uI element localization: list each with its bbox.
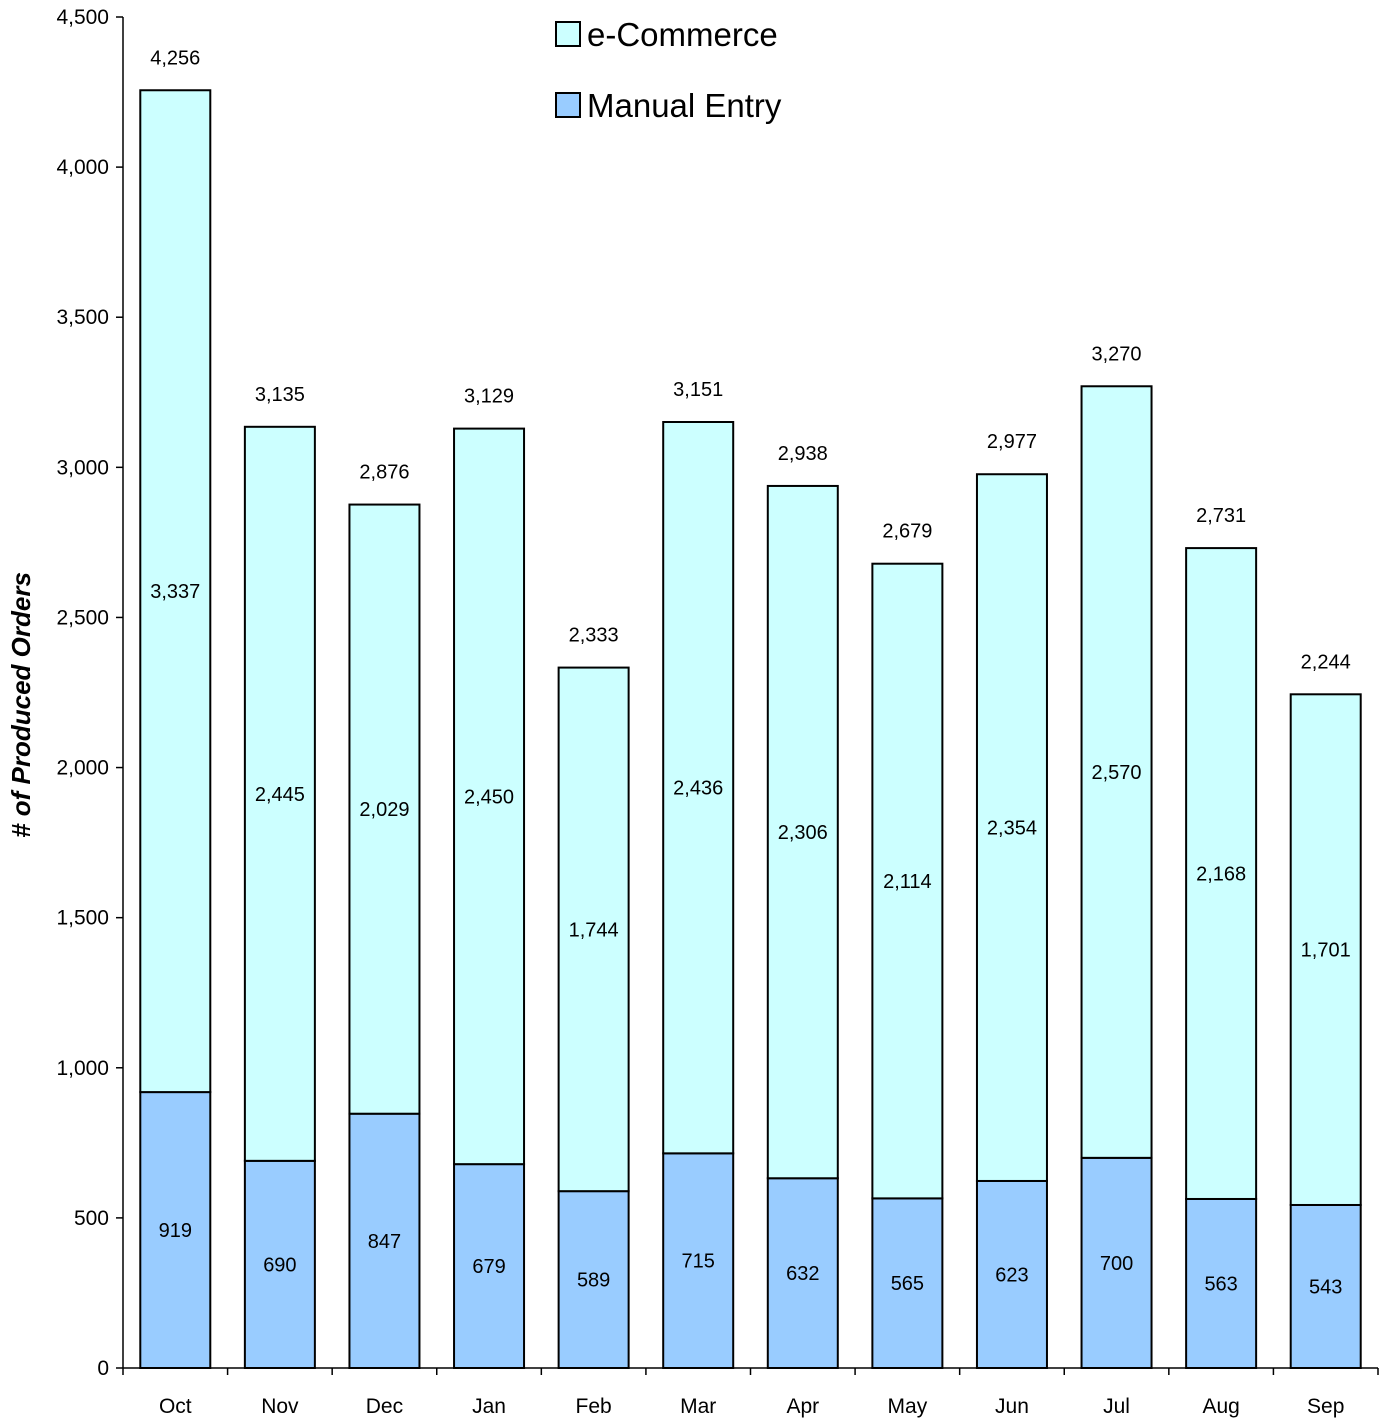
x-tick-label: Jan [472, 1395, 506, 1418]
data-label-manual-entry: 715 [682, 1251, 715, 1273]
x-tick-label: May [888, 1395, 928, 1418]
data-label-total: 3,151 [673, 379, 723, 401]
x-tick-label: Apr [786, 1395, 819, 1418]
y-tick-label: 2,500 [56, 606, 109, 629]
data-label-total: 2,876 [359, 462, 409, 484]
data-label-total: 2,938 [778, 443, 828, 465]
data-label-manual-entry: 632 [786, 1263, 819, 1285]
data-label-ecommerce: 2,306 [778, 822, 828, 844]
x-tick-label: Mar [680, 1395, 716, 1418]
data-label-ecommerce: 3,337 [150, 581, 200, 603]
data-label-total: 3,135 [255, 384, 305, 406]
data-label-manual-entry: 623 [995, 1264, 1028, 1286]
data-label-ecommerce: 2,445 [255, 784, 305, 806]
data-label-manual-entry: 690 [263, 1254, 296, 1276]
y-tick-label: 3,000 [56, 456, 109, 479]
legend-label-manual-entry: Manual Entry [587, 87, 782, 124]
data-label-total: 3,270 [1092, 343, 1142, 365]
x-tick-label: Jun [995, 1395, 1029, 1418]
x-tick-label: Nov [261, 1395, 299, 1418]
data-label-ecommerce: 2,168 [1196, 864, 1246, 886]
y-tick-label: 4,500 [56, 6, 109, 29]
data-label-ecommerce: 2,570 [1092, 762, 1142, 784]
data-label-manual-entry: 565 [891, 1273, 924, 1295]
data-label-manual-entry: 589 [577, 1270, 610, 1292]
legend-swatch-ecommerce [556, 22, 580, 46]
data-label-ecommerce: 2,029 [359, 799, 409, 821]
y-tick-label: 0 [97, 1357, 109, 1380]
x-tick-label: Dec [366, 1395, 403, 1418]
x-tick-label: Oct [159, 1395, 192, 1418]
data-label-manual-entry: 679 [472, 1256, 505, 1278]
data-label-total: 4,256 [150, 47, 200, 69]
x-tick-label: Aug [1202, 1395, 1239, 1418]
data-label-ecommerce: 1,744 [569, 919, 619, 941]
data-label-manual-entry: 919 [159, 1220, 192, 1242]
y-tick-label: 3,500 [56, 306, 109, 329]
y-tick-label: 1,500 [56, 907, 109, 930]
y-tick-label: 1,000 [56, 1057, 109, 1080]
y-tick-label: 2,000 [56, 757, 109, 780]
bars [140, 90, 1360, 1368]
x-tick-label: Sep [1307, 1395, 1344, 1418]
data-label-manual-entry: 563 [1204, 1273, 1237, 1295]
x-tick-label: Jul [1103, 1395, 1130, 1418]
y-tick-label: 500 [74, 1207, 109, 1230]
data-label-total: 3,129 [464, 386, 514, 408]
y-tick-label: 4,000 [56, 156, 109, 179]
data-label-ecommerce: 2,450 [464, 786, 514, 808]
legend-swatch-manual-entry [556, 93, 580, 117]
data-label-ecommerce: 1,701 [1301, 940, 1351, 962]
data-label-total: 2,977 [987, 431, 1037, 453]
legend-label-ecommerce: e-Commerce [587, 16, 778, 53]
data-labels: 919 3,337 4,256 690 2,445 3,135 847 2,029 2,876 6… [150, 47, 1350, 1298]
data-label-manual-entry: 543 [1309, 1276, 1342, 1298]
data-label-total: 2,679 [882, 521, 932, 543]
data-label-manual-entry: 700 [1100, 1253, 1133, 1275]
data-label-total: 2,731 [1196, 505, 1246, 527]
x-tick-label: Feb [576, 1395, 612, 1418]
y-axis-label: # of Produced Orders [6, 572, 36, 838]
data-label-ecommerce: 2,114 [883, 871, 932, 893]
data-label-ecommerce: 2,436 [673, 778, 723, 800]
legend: e-Commerce Manual Entry [556, 16, 782, 124]
data-label-total: 2,244 [1301, 651, 1351, 673]
data-label-manual-entry: 847 [368, 1231, 401, 1253]
data-label-ecommerce: 2,354 [987, 818, 1037, 840]
data-label-total: 2,333 [569, 625, 619, 647]
